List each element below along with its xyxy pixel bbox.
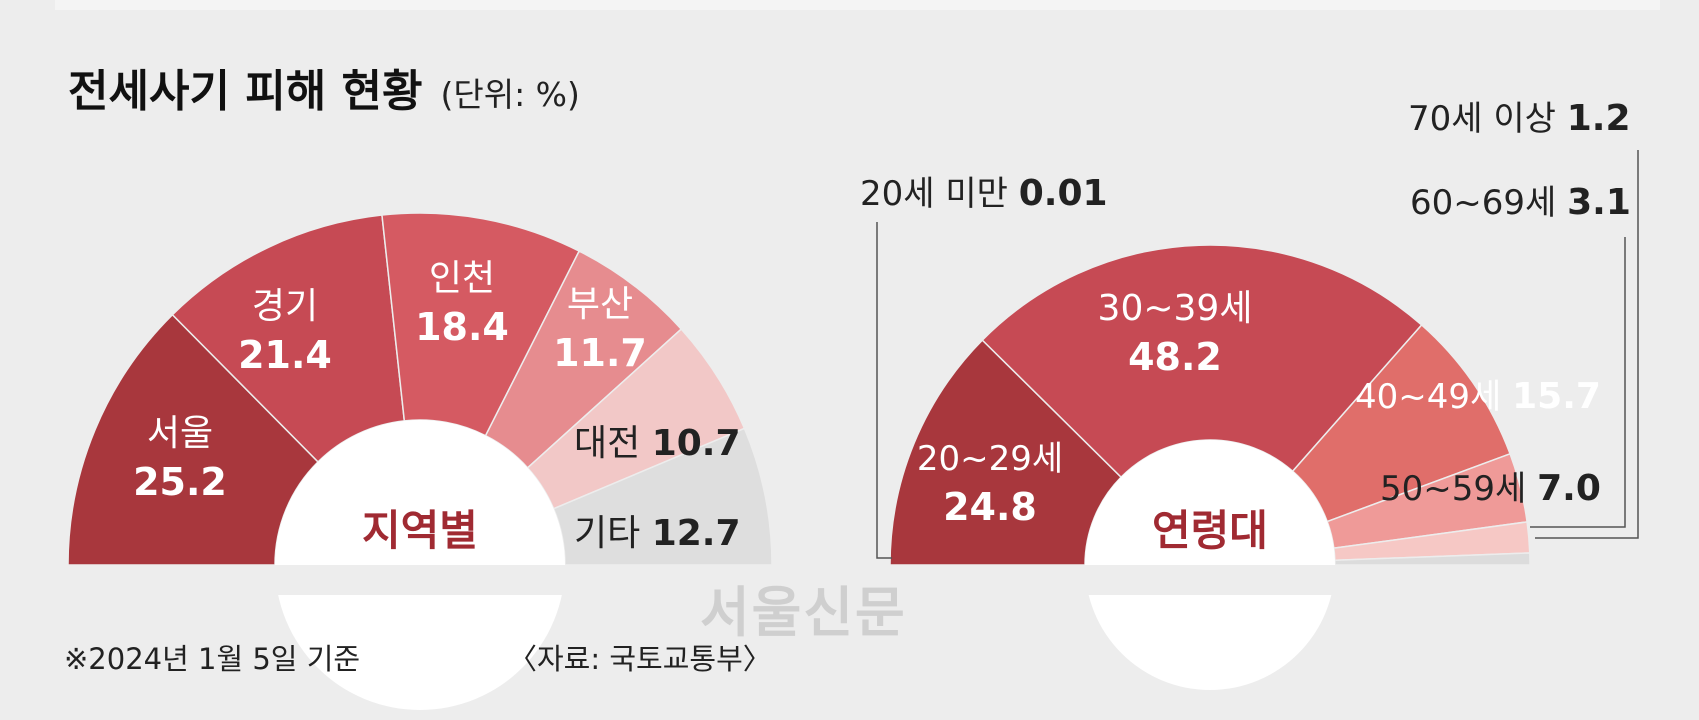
region-category-label: 대전 <box>574 423 652 464</box>
title-row: 전세사기 피해 현황 (단위: %) <box>68 55 580 119</box>
age-category-label: 40~49세 <box>1355 377 1512 417</box>
age-value-label: 48.2 <box>1128 335 1222 379</box>
region-outer-label: 대전 10.7 <box>574 423 741 464</box>
region-outer-label: 기타 12.7 <box>574 513 741 554</box>
age-chart: 연령대 20~29세 24.8 30~39세 48.2 40~49세 15.7 50~59세… <box>860 98 1639 690</box>
region-chart: 지역별 서울 25.2 경기 21.4 인천 18.4 부산 11.7 대전 10.7 기타 12.… <box>62 212 778 710</box>
age-category-label: 60~69세 <box>1410 183 1567 223</box>
age-category-label: 50~59세 <box>1380 469 1537 509</box>
region-category-label: 기타 <box>574 513 652 554</box>
age-category-label: 20세 미만 <box>860 174 1019 214</box>
region-value-label: 10.7 <box>652 423 741 464</box>
age-value-label: 15.7 <box>1512 376 1601 417</box>
region-value-label: 18.4 <box>415 305 509 349</box>
age-category-label: 30~39세 <box>1098 288 1253 329</box>
leader-line <box>1530 237 1626 528</box>
age-center-label: 연령대 <box>1152 506 1268 555</box>
region-value-label: 11.7 <box>553 331 647 375</box>
region-category-label: 부산 <box>567 284 633 325</box>
page-title: 전세사기 피해 현황 <box>68 66 423 117</box>
unit-label: (단위: %) <box>440 75 580 114</box>
age-value-label: 24.8 <box>943 485 1037 529</box>
footnote: ※2024년 1월 5일 기준 <box>64 642 361 676</box>
region-value-label: 25.2 <box>133 460 227 504</box>
top-band <box>55 0 1660 10</box>
region-center-label: 지역별 <box>362 506 478 555</box>
age-value-label: 3.1 <box>1567 182 1631 223</box>
leader-line <box>876 222 892 559</box>
age-value-label: 7.0 <box>1537 468 1601 509</box>
slice-region-1 <box>67 313 320 566</box>
age-category-label: 20~29세 <box>917 439 1063 479</box>
region-value-label: 21.4 <box>238 333 332 377</box>
region-category-label: 경기 <box>252 286 318 327</box>
leader-line <box>1535 150 1639 539</box>
age-outer-label: 50~59세 7.0 <box>1380 468 1601 509</box>
region-category-label: 서울 <box>147 413 213 454</box>
age-outer-label: 60~69세 3.1 <box>1410 182 1631 223</box>
watermark: 서울신문 <box>700 581 907 644</box>
age-outer-label: 70세 이상 1.2 <box>1408 98 1631 139</box>
region-value-label: 12.7 <box>652 513 741 554</box>
age-value-label: 1.2 <box>1567 98 1631 139</box>
age-outer-label: 20세 미만 0.01 <box>860 173 1108 214</box>
age-value-label: 0.01 <box>1019 173 1108 214</box>
source-note: 〈자료: 국토교통부〉 <box>508 642 772 676</box>
age-category-label: 70세 이상 <box>1408 99 1567 139</box>
age-outer-label: 40~49세 15.7 <box>1355 376 1601 417</box>
region-category-label: 인천 <box>429 258 495 299</box>
